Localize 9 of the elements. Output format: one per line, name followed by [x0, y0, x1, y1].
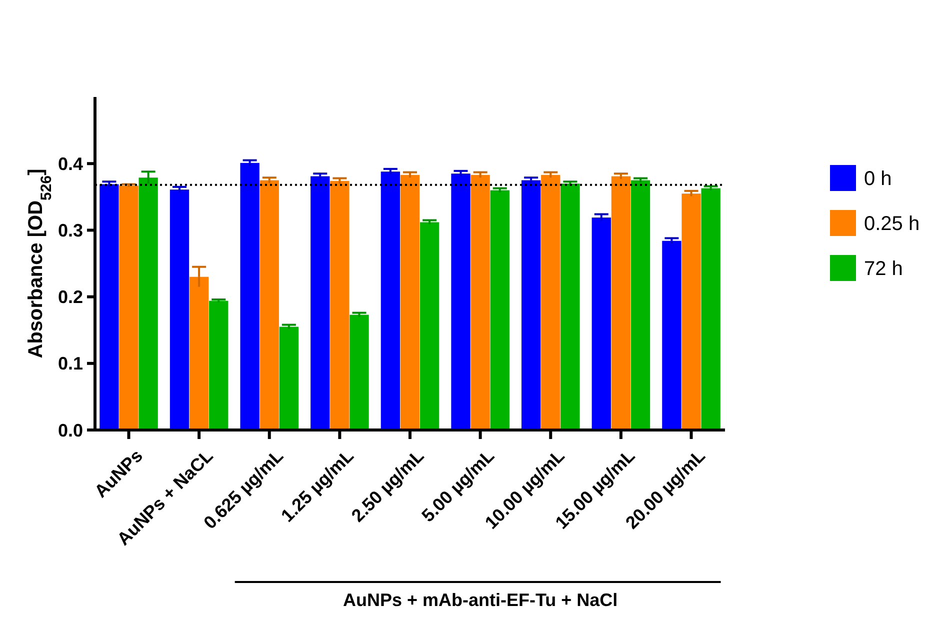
- legend-label: 0.25 h: [864, 213, 920, 235]
- text: AuNPs + mAb-anti-EF-Tu + NaCl: [342, 590, 618, 610]
- y-tick-label: 0.3: [58, 220, 83, 240]
- legend-label: 72 h: [864, 258, 903, 280]
- legend-label: 0 h: [864, 168, 892, 190]
- y-tick-label: 0.0: [58, 420, 83, 440]
- y-tick-label: 0.4: [58, 154, 83, 174]
- y-tick-label: 0.1: [58, 354, 83, 374]
- y-tick-label: 0.2: [58, 287, 83, 308]
